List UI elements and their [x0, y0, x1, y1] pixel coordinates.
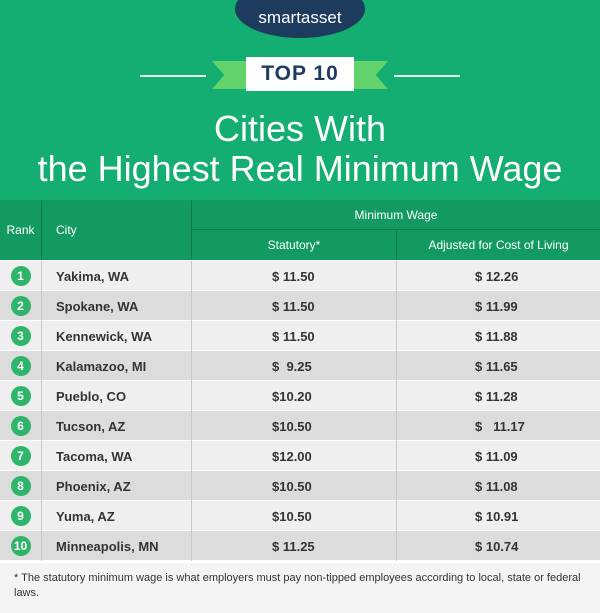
rank-badge: 6 [10, 416, 31, 436]
table-row [0, 501, 600, 530]
rank-cell: 4 [0, 351, 42, 381]
wage-cell: $ 11.28 [475, 388, 518, 404]
wage-cell: $ 12.26 [475, 268, 519, 284]
wage-cell: $ 10.74 [475, 538, 519, 554]
divider [394, 75, 460, 77]
city-cell: Spokane, WA [42, 291, 192, 321]
wage-cell: $ 11.99 [475, 298, 518, 314]
wage-cell: $ 10.91 [475, 508, 519, 524]
banner: TOP 10 [246, 57, 354, 91]
table-row [0, 471, 600, 500]
city-cell: Pueblo, CO [42, 381, 192, 411]
wage-cell: $ 11.65 [475, 358, 518, 374]
wage-cell: $ 11.25 [192, 531, 397, 561]
wage-cell: $10.50 [192, 501, 397, 531]
rank-badge: 8 [10, 476, 31, 496]
divider [140, 75, 206, 77]
rank-cell: 9 [0, 501, 42, 531]
rank-badge: 2 [10, 296, 31, 316]
city-cell: Yakima, WA [42, 261, 192, 291]
rank-cell: 7 [0, 441, 42, 471]
wage-cell: $10.20 [192, 381, 397, 411]
rank-badge: 3 [10, 326, 31, 346]
wage-cell: $ 9.25 [192, 351, 397, 381]
column-header: Statutory* [192, 230, 397, 260]
rank-cell: 10 [0, 531, 42, 561]
rank-cell: 3 [0, 321, 42, 351]
city-cell: Phoenix, AZ [42, 471, 192, 501]
rank-badge: 5 [10, 386, 31, 406]
rank-cell: 6 [0, 411, 42, 441]
table-row [0, 321, 600, 350]
city-cell: Minneapolis, MN [42, 531, 192, 561]
rank-badge: 4 [10, 356, 31, 376]
title: the Highest Real Minimum Wage [37, 148, 563, 189]
column-group-header: Minimum Wage [192, 200, 600, 230]
city-cell: Kennewick, WA [42, 321, 192, 351]
column-header: Rank [0, 200, 42, 260]
footnote: * The statutory minimum wage is what emp… [0, 563, 600, 613]
wage-cell: $ 11.08 [475, 478, 518, 494]
table-row [0, 351, 600, 380]
rank-badge: 1 [10, 266, 31, 286]
rank-badge: 9 [10, 506, 31, 526]
table-row [0, 411, 600, 440]
rank-badge: 10 [10, 536, 31, 556]
wage-cell: $ 11.17 [475, 418, 525, 434]
wage-cell: $ 11.50 [192, 291, 397, 321]
wage-cell: $ 11.50 [192, 321, 397, 351]
rank-badge: 7 [10, 446, 31, 466]
city-cell: Yuma, AZ [42, 501, 192, 531]
city-cell: Kalamazoo, MI [42, 351, 192, 381]
wage-cell: $ 11.09 [475, 448, 518, 464]
table-row [0, 531, 600, 560]
title: Cities With [213, 108, 387, 149]
wage-cell: $10.50 [192, 411, 397, 441]
table-row [0, 381, 600, 410]
rank-cell: 2 [0, 291, 42, 321]
column-header: Adjusted for Cost of Living [397, 230, 600, 260]
wage-cell: $ 11.50 [192, 261, 397, 291]
city-cell: Tacoma, WA [42, 441, 192, 471]
column-header: City [42, 200, 192, 260]
rank-cell: 1 [0, 261, 42, 291]
table-row [0, 441, 600, 470]
city-cell: Tucson, AZ [42, 411, 192, 441]
wage-cell: $10.50 [192, 471, 397, 501]
table-row [0, 261, 600, 290]
wage-cell: $12.00 [192, 441, 397, 471]
wage-cell: $ 11.88 [475, 328, 518, 344]
table-row [0, 291, 600, 320]
rank-cell: 5 [0, 381, 42, 411]
rank-cell: 8 [0, 471, 42, 501]
